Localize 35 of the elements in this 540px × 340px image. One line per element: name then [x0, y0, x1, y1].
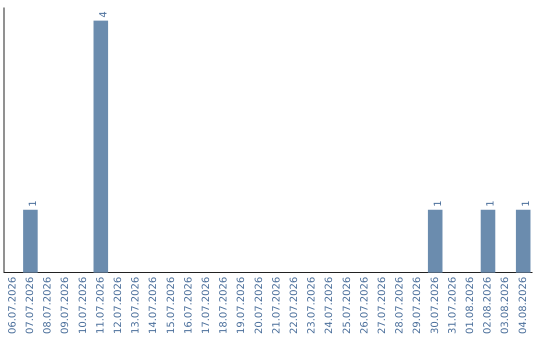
- x-tick-label: 31.07.2026: [447, 276, 458, 334]
- x-tick-label: 26.07.2026: [359, 276, 370, 334]
- x-tick-label: 21.07.2026: [271, 276, 282, 334]
- x-tick-label: 19.07.2026: [236, 276, 248, 334]
- data-label: 1: [486, 200, 497, 207]
- x-tick-label: 02.08.2026: [482, 276, 494, 334]
- x-tick-label: 11.07.2026: [95, 276, 106, 334]
- x-tick-label: 12.07.2026: [112, 276, 124, 334]
- x-tick-label: 13.07.2026: [130, 276, 142, 334]
- x-tick-label: 14.07.2026: [148, 276, 160, 334]
- data-label: 1: [432, 200, 444, 207]
- x-tick-label: 29.07.2026: [412, 276, 424, 334]
- x-tick-label: 04.08.2026: [518, 276, 529, 334]
- x-tick-label: 15.07.2026: [166, 276, 177, 334]
- x-tick-label: 28.07.2026: [394, 276, 406, 334]
- x-tick-label: 25.07.2026: [342, 276, 353, 334]
- x-tick-label: 30.07.2026: [430, 276, 441, 334]
- x-tick-label: 17.07.2026: [200, 276, 212, 334]
- data-label: 1: [520, 200, 532, 207]
- x-tick-label: 27.07.2026: [376, 276, 388, 334]
- x-tick-label: 07.07.2026: [24, 276, 36, 334]
- x-tick-label: 09.07.2026: [60, 276, 72, 334]
- x-tick-label: 16.07.2026: [183, 276, 194, 334]
- data-label: 4: [98, 11, 110, 18]
- x-tick-label: 06.07.2026: [7, 276, 18, 334]
- x-tick-label: 01.08.2026: [464, 276, 476, 334]
- x-tick-label: 24.07.2026: [324, 276, 336, 334]
- x-tick-label: 22.07.2026: [288, 276, 300, 334]
- x-tick-label: 08.07.2026: [42, 276, 54, 334]
- x-tick-label: 20.07.2026: [254, 276, 265, 334]
- x-tick-label: 03.08.2026: [500, 276, 512, 334]
- data-label: 1: [28, 200, 39, 207]
- x-tick-label: 18.07.2026: [218, 276, 230, 334]
- x-tick-label: 23.07.2026: [306, 276, 318, 334]
- x-tick-label: 10.07.2026: [78, 276, 89, 334]
